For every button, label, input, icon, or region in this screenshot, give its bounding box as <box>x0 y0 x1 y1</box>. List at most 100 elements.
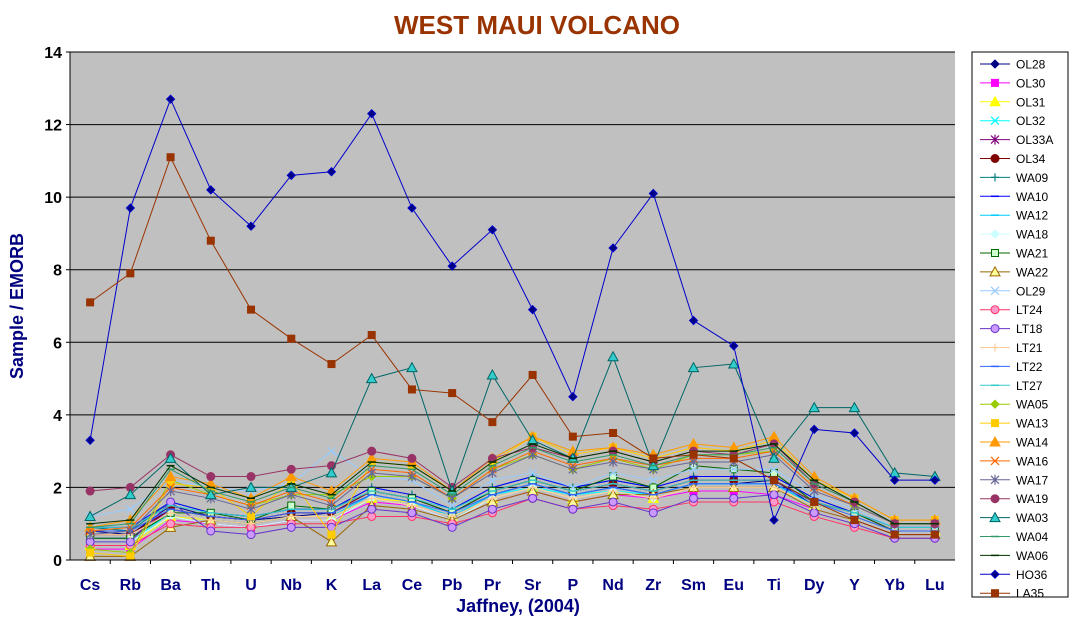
data-point <box>648 475 658 485</box>
data-point <box>367 331 376 340</box>
data-point <box>407 203 417 213</box>
legend-item: OL33A <box>980 133 1053 147</box>
y-axis-label: Sample / EMORB <box>7 233 27 379</box>
data-point <box>990 305 1000 315</box>
data-point <box>729 464 739 474</box>
x-tick-label: Sm <box>681 577 706 594</box>
x-tick-label: Eu <box>724 577 744 594</box>
data-point <box>729 493 739 503</box>
data-point <box>448 389 457 398</box>
series-line <box>90 450 935 528</box>
legend-item: WA13 <box>980 417 1049 431</box>
legend-item: WA04 <box>980 530 1049 544</box>
series-ho36 <box>85 94 940 525</box>
data-point <box>245 481 257 492</box>
data-point <box>649 454 658 463</box>
x-tick-label: Zr <box>645 577 661 594</box>
legend-label: WA10 <box>1016 190 1049 204</box>
legend-box <box>971 51 1069 598</box>
data-point <box>486 368 499 380</box>
data-point <box>204 488 217 500</box>
data-point <box>206 185 216 195</box>
series-line <box>90 446 935 528</box>
legend-label: WA05 <box>1016 398 1049 412</box>
data-point <box>990 399 1000 409</box>
data-point <box>989 435 1001 447</box>
legend-item: WA22 <box>980 265 1049 279</box>
data-point <box>166 497 176 507</box>
data-point <box>769 515 779 525</box>
legend-label: LT21 <box>1016 341 1043 355</box>
x-axis-label: Jaffney, (2004) <box>456 596 580 616</box>
data-point <box>487 225 498 235</box>
y-tick-label: 6 <box>53 335 62 352</box>
data-point <box>367 494 376 503</box>
data-point <box>365 372 378 384</box>
data-point <box>769 464 779 474</box>
data-point <box>85 435 95 445</box>
legend-label: OL32 <box>1016 114 1046 128</box>
series-layer <box>84 94 941 561</box>
y-tick-label: 8 <box>53 263 62 280</box>
data-point <box>246 530 256 540</box>
data-point <box>126 269 135 278</box>
data-point <box>528 370 537 379</box>
data-point <box>568 392 578 402</box>
data-point <box>246 504 256 515</box>
data-point <box>989 511 1001 523</box>
gridlines <box>70 51 955 488</box>
plot-area <box>70 52 955 560</box>
data-point <box>848 401 861 413</box>
legend-label: WA19 <box>1016 492 1049 506</box>
legend-item: LT18 <box>980 322 1043 336</box>
legend-item: LT22 <box>980 360 1043 374</box>
series-line <box>90 497 935 546</box>
data-point <box>165 94 176 104</box>
data-point <box>688 315 699 326</box>
legend-label: WA22 <box>1016 265 1049 279</box>
data-point <box>990 324 1000 334</box>
x-tick-label: Nb <box>281 577 303 594</box>
data-point <box>990 456 1000 466</box>
data-point <box>769 483 778 492</box>
data-point <box>769 476 778 485</box>
data-point <box>528 468 538 478</box>
data-point <box>367 504 377 514</box>
series-line <box>90 483 935 532</box>
y-tick-label: 12 <box>44 118 62 135</box>
data-point <box>991 343 999 352</box>
x-tick-label: La <box>362 577 381 594</box>
data-point <box>325 466 338 478</box>
data-point <box>326 167 337 177</box>
data-point <box>206 516 215 525</box>
legend-item: WA03 <box>980 511 1049 525</box>
data-point <box>327 500 336 511</box>
data-point <box>930 475 940 485</box>
x-tick-label: P <box>568 577 579 594</box>
data-point <box>488 418 497 427</box>
data-point <box>286 170 296 181</box>
legend-label: LT22 <box>1016 360 1043 374</box>
legend-item: LT27 <box>980 379 1043 393</box>
series-line <box>90 454 935 536</box>
chart-title: WEST MAUI VOLCANO <box>394 10 680 40</box>
data-point <box>327 530 336 539</box>
data-point <box>407 508 417 518</box>
data-point <box>487 504 497 514</box>
legend-label: WA18 <box>1016 228 1049 242</box>
data-point <box>407 385 416 394</box>
x-tick-label: Ba <box>160 577 181 594</box>
legend-label: WA13 <box>1016 417 1049 431</box>
data-point <box>206 472 216 482</box>
legend-item: WA21 <box>980 247 1049 261</box>
data-point <box>327 446 336 456</box>
x-tick-label: Pr <box>484 577 501 594</box>
data-point <box>689 483 698 492</box>
data-point <box>890 530 899 539</box>
series-wa06 <box>86 443 939 525</box>
data-point <box>367 446 377 456</box>
data-point <box>729 341 739 351</box>
series-line <box>90 443 935 525</box>
x-tick-label: Th <box>201 577 221 594</box>
